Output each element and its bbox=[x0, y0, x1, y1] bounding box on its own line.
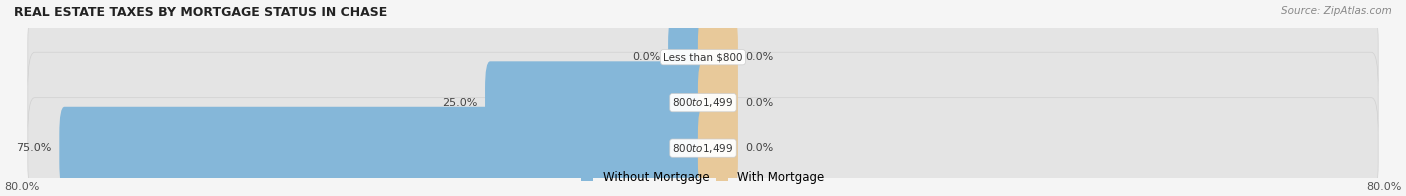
Text: 75.0%: 75.0% bbox=[17, 143, 52, 153]
Text: Less than $800: Less than $800 bbox=[664, 52, 742, 62]
FancyBboxPatch shape bbox=[697, 16, 738, 99]
Text: 0.0%: 0.0% bbox=[633, 52, 661, 62]
FancyBboxPatch shape bbox=[485, 61, 709, 144]
FancyBboxPatch shape bbox=[697, 107, 738, 190]
FancyBboxPatch shape bbox=[697, 61, 738, 144]
Legend: Without Mortgage, With Mortgage: Without Mortgage, With Mortgage bbox=[581, 171, 825, 184]
Text: 0.0%: 0.0% bbox=[745, 98, 773, 108]
FancyBboxPatch shape bbox=[28, 98, 1378, 196]
FancyBboxPatch shape bbox=[28, 7, 1378, 108]
Text: $800 to $1,499: $800 to $1,499 bbox=[672, 96, 734, 109]
Text: Source: ZipAtlas.com: Source: ZipAtlas.com bbox=[1281, 6, 1392, 16]
Text: 0.0%: 0.0% bbox=[745, 143, 773, 153]
Text: REAL ESTATE TAXES BY MORTGAGE STATUS IN CHASE: REAL ESTATE TAXES BY MORTGAGE STATUS IN … bbox=[14, 6, 387, 19]
FancyBboxPatch shape bbox=[28, 52, 1378, 153]
FancyBboxPatch shape bbox=[668, 16, 709, 99]
Text: 25.0%: 25.0% bbox=[441, 98, 478, 108]
Text: 0.0%: 0.0% bbox=[745, 52, 773, 62]
Text: $800 to $1,499: $800 to $1,499 bbox=[672, 142, 734, 155]
FancyBboxPatch shape bbox=[59, 107, 709, 190]
